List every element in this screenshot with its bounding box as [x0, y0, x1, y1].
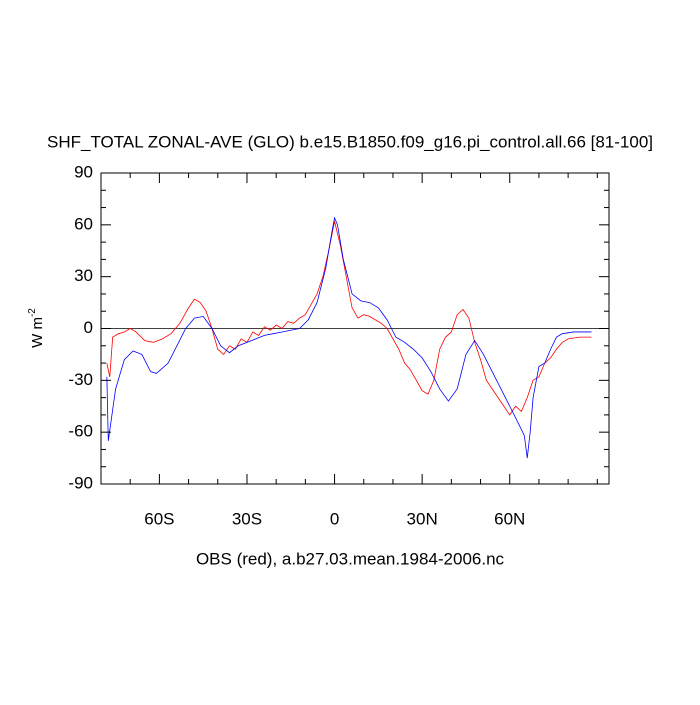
y-tick-label: -30	[68, 370, 93, 389]
x-tick-label: 30S	[232, 509, 262, 528]
y-axis-label: W m-2	[27, 308, 46, 348]
x-tick-label: 0	[330, 509, 339, 528]
chart-title: SHF_TOTAL ZONAL-AVE (GLO) b.e15.B1850.f0…	[47, 132, 653, 151]
y-tick-label: -90	[68, 473, 93, 492]
y-tick-label: 0	[84, 318, 93, 337]
x-tick-label: 60S	[144, 509, 174, 528]
caption: OBS (red), a.b27.03.mean.1984-2006.nc	[196, 549, 505, 568]
y-tick-label: 60	[74, 214, 93, 233]
x-tick-label: 60N	[494, 509, 525, 528]
y-tick-label: -60	[68, 422, 93, 441]
data-line	[106, 216, 592, 459]
data-line	[106, 221, 592, 416]
y-tick-label: 90	[74, 162, 93, 181]
x-tick-label: 30N	[407, 509, 438, 528]
y-label-superscript: -2	[27, 308, 38, 317]
y-label-text: W m	[29, 317, 46, 348]
y-tick-label: 30	[74, 266, 93, 285]
